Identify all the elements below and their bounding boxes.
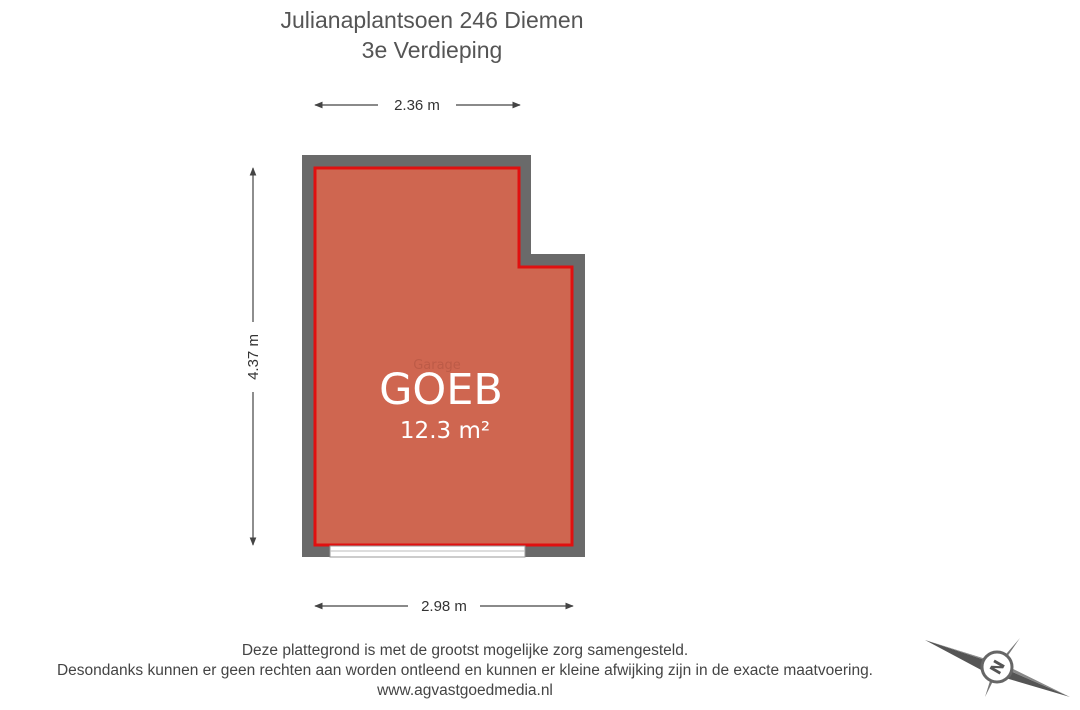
disclaimer: www.agvastgoedmedia.nl <box>376 682 553 699</box>
dimension-top: 2.36 m <box>314 97 521 114</box>
dimension-label: 2.36 m <box>394 97 440 114</box>
dimension-bottom: 2.98 m <box>314 598 574 615</box>
disclaimer: Deze plattegrond is met de grootst mogel… <box>242 642 688 659</box>
door <box>329 545 526 558</box>
room-area: 12.3 m² <box>400 418 490 444</box>
room <box>313 166 574 547</box>
room-name: GOEB <box>379 365 503 415</box>
compass: N <box>925 638 1070 697</box>
dimension-label: 4.37 m <box>245 334 262 380</box>
title: Julianaplantsoen 246 Diemen <box>280 7 583 33</box>
dimension-left: 4.37 m <box>245 167 262 546</box>
dimension-label: 2.98 m <box>421 598 467 615</box>
subtitle: 3e Verdieping <box>362 37 503 63</box>
disclaimer: Desondanks kunnen er geen rechten aan wo… <box>57 662 873 679</box>
room-original-label: Garage <box>413 358 461 373</box>
